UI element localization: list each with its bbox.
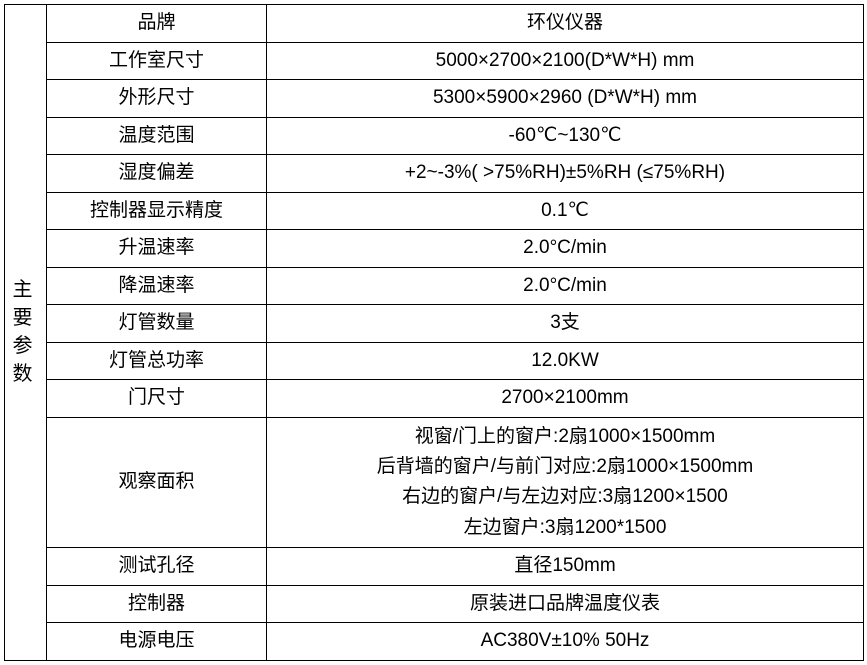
- spec-label: 控制器显示精度: [47, 192, 267, 230]
- spec-value: 5000×2700×2100(D*W*H) mm: [267, 42, 864, 80]
- spec-label: 控制器: [47, 585, 267, 623]
- table-row: 湿度偏差 +2~-3%( >75%RH)±5%RH (≤75%RH): [5, 155, 864, 193]
- spec-label: 降温速率: [47, 267, 267, 305]
- spec-value: 环仪仪器: [267, 5, 864, 43]
- spec-table-body: 主要参数 品牌 环仪仪器 工作室尺寸 5000×2700×2100(D*W*H)…: [5, 5, 864, 661]
- spec-label: 电源电压: [47, 623, 267, 661]
- spec-value: +2~-3%( >75%RH)±5%RH (≤75%RH): [267, 155, 864, 193]
- table-row: 测试孔径 直径150mm: [5, 548, 864, 586]
- spec-value: 3支: [267, 305, 864, 343]
- spec-label: 测试孔径: [47, 548, 267, 586]
- spec-label: 门尺寸: [47, 380, 267, 418]
- spec-value: 5300×5900×2960 (D*W*H) mm: [267, 80, 864, 118]
- spec-label: 灯管总功率: [47, 342, 267, 380]
- table-row: 电源电压 AC380V±10% 50Hz: [5, 623, 864, 661]
- table-row: 升温速率 2.0°C/min: [5, 230, 864, 268]
- table-row: 主要参数 品牌 环仪仪器: [5, 5, 864, 43]
- main-params-label: 主要参数: [13, 276, 39, 388]
- spec-value: 2.0°C/min: [267, 267, 864, 305]
- spec-value: 12.0KW: [267, 342, 864, 380]
- table-row: 观察面积 视窗/门上的窗户:2扇1000×1500mm后背墙的窗户/与前门对应:…: [5, 417, 864, 548]
- table-row: 温度范围 -60℃~130℃: [5, 117, 864, 155]
- spec-value: 2700×2100mm: [267, 380, 864, 418]
- spec-value: 2.0°C/min: [267, 230, 864, 268]
- table-row: 控制器 原装进口品牌温度仪表: [5, 585, 864, 623]
- spec-value: 0.1℃: [267, 192, 864, 230]
- table-row: 工作室尺寸 5000×2700×2100(D*W*H) mm: [5, 42, 864, 80]
- spec-label: 湿度偏差: [47, 155, 267, 193]
- spec-label: 升温速率: [47, 230, 267, 268]
- main-params-header: 主要参数: [5, 5, 47, 661]
- spec-value: AC380V±10% 50Hz: [267, 623, 864, 661]
- table-row: 降温速率 2.0°C/min: [5, 267, 864, 305]
- spec-label: 观察面积: [47, 417, 267, 548]
- spec-value-multiline: 视窗/门上的窗户:2扇1000×1500mm后背墙的窗户/与前门对应:2扇100…: [267, 417, 864, 548]
- spec-label: 外形尺寸: [47, 80, 267, 118]
- spec-value: 原装进口品牌温度仪表: [267, 585, 864, 623]
- table-row: 灯管总功率 12.0KW: [5, 342, 864, 380]
- spec-label: 灯管数量: [47, 305, 267, 343]
- table-row: 外形尺寸 5300×5900×2960 (D*W*H) mm: [5, 80, 864, 118]
- table-row: 门尺寸 2700×2100mm: [5, 380, 864, 418]
- spec-table: 主要参数 品牌 环仪仪器 工作室尺寸 5000×2700×2100(D*W*H)…: [4, 4, 864, 661]
- spec-label: 温度范围: [47, 117, 267, 155]
- table-row: 控制器显示精度 0.1℃: [5, 192, 864, 230]
- spec-label: 工作室尺寸: [47, 42, 267, 80]
- spec-value: -60℃~130℃: [267, 117, 864, 155]
- table-row: 灯管数量 3支: [5, 305, 864, 343]
- spec-label: 品牌: [47, 5, 267, 43]
- spec-value: 直径150mm: [267, 548, 864, 586]
